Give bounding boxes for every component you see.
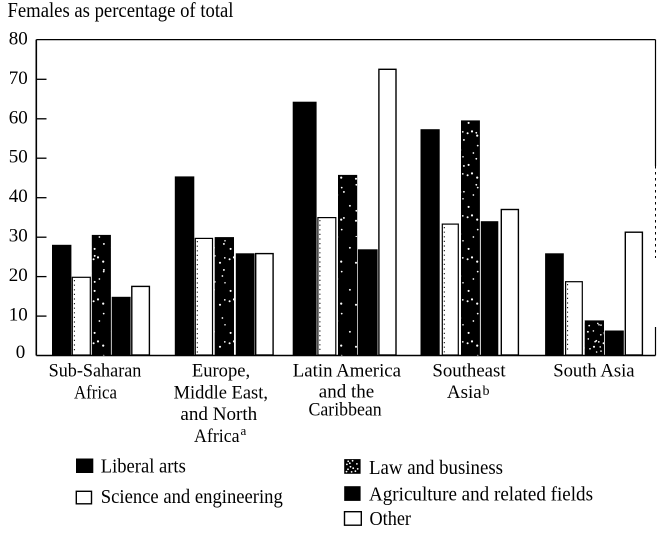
svg-text:Latin America: Latin America (293, 360, 402, 381)
svg-text:20: 20 (9, 265, 28, 286)
svg-text:Caribbean: Caribbean (309, 399, 383, 420)
svg-text:and North: and North (180, 404, 257, 425)
svg-text:30: 30 (9, 226, 28, 247)
svg-text:Other: Other (370, 509, 412, 530)
svg-text:40: 40 (9, 186, 28, 207)
svg-text:Females as percentage of total: Females as percentage of total (8, 0, 234, 22)
svg-text:Science and engineering: Science and engineering (101, 487, 283, 508)
svg-text:Africa: Africa (74, 383, 117, 404)
svg-text:Agriculture and related fields: Agriculture and related fields (369, 485, 593, 506)
svg-text:80: 80 (9, 28, 28, 49)
svg-text:60: 60 (9, 107, 28, 128)
svg-text:Law and business: Law and business (369, 458, 503, 479)
svg-text:and the: and the (319, 382, 374, 403)
svg-text:Africa: Africa (194, 426, 240, 447)
svg-text:Europe,: Europe, (192, 361, 250, 382)
svg-text:b: b (483, 384, 490, 399)
svg-text:50: 50 (9, 147, 28, 168)
svg-text:70: 70 (9, 68, 28, 89)
svg-text:0: 0 (16, 342, 26, 363)
svg-text:Liberal arts: Liberal arts (101, 456, 186, 477)
svg-text:10: 10 (9, 305, 28, 326)
svg-text:Southeast: Southeast (432, 360, 506, 381)
svg-text:Asia: Asia (447, 382, 482, 403)
svg-text:a: a (241, 423, 247, 438)
svg-text:South Asia: South Asia (553, 360, 635, 381)
svg-text:Middle East,: Middle East, (174, 382, 268, 403)
svg-text:Sub-Saharan: Sub-Saharan (49, 360, 142, 381)
